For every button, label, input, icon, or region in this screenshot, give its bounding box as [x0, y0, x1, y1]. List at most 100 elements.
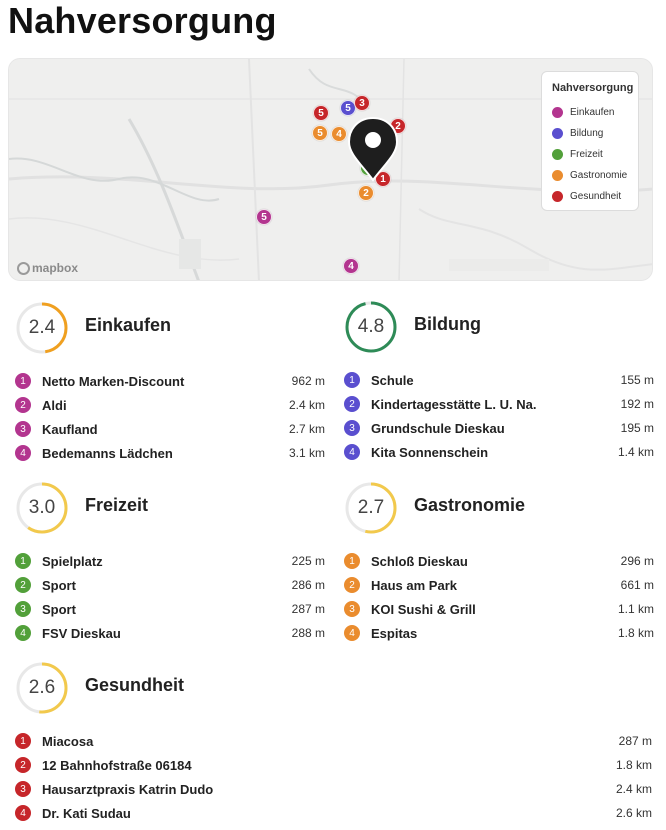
item-name: Sport [42, 601, 76, 617]
item-name: Schule [371, 372, 414, 388]
list-item[interactable]: 1 Schule 155 m [344, 368, 654, 392]
item-distance: 1.8 km [615, 758, 652, 772]
item-distance: 296 m [620, 554, 654, 568]
legend-item-gesundheit: Gesundheit [552, 186, 628, 207]
item-distance: 962 m [291, 374, 325, 388]
map-marker[interactable]: 4 [331, 126, 347, 142]
item-number: 3 [15, 421, 31, 437]
item-number: 4 [15, 445, 31, 461]
item-name: Schloß Dieskau [371, 553, 468, 569]
item-distance: 288 m [291, 626, 325, 640]
list-item[interactable]: 1 Spielplatz 225 m [15, 549, 325, 573]
section-freizeit: 3.0 Freizeit 1 Spielplatz 225 m 2 Sport 286 … [15, 481, 325, 641]
legend-dot [552, 191, 563, 202]
item-distance: 225 m [291, 554, 325, 568]
list-item[interactable]: 4 FSV Dieskau 288 m [15, 621, 325, 645]
section-header: 4.8 Bildung [344, 300, 654, 356]
score-gauge [16, 482, 68, 534]
score-value: 2.7 [357, 497, 385, 518]
legend-label: Bildung [570, 128, 604, 139]
item-distance: 2.4 km [288, 398, 325, 412]
section-header: 2.7 Gastronomie [344, 481, 654, 537]
item-name: KOI Sushi & Grill [371, 601, 476, 617]
item-number: 3 [344, 601, 360, 617]
item-number: 2 [344, 396, 360, 412]
section-gastronomie: 2.7 Gastronomie 1 Schloß Dieskau 296 m 2 Ha… [344, 481, 654, 641]
mapbox-logo[interactable]: mapbox [17, 261, 78, 275]
list-item[interactable]: 2 Haus am Park 661 m [344, 573, 654, 597]
section-gesundheit: 2.6 Gesundheit 1 Miacosa 287 m 2 12 Bahnhof… [15, 661, 652, 821]
item-name: 12 Bahnhofstraße 06184 [42, 757, 192, 773]
map-marker[interactable]: 3 [354, 95, 370, 111]
list-item[interactable]: 3 KOI Sushi & Grill 1.1 km [344, 597, 654, 621]
section-title: Freizeit [85, 495, 149, 515]
section-title: Bildung [414, 314, 481, 334]
score-value: 3.0 [28, 497, 56, 518]
list-item[interactable]: 1 Netto Marken-Discount 962 m [15, 369, 325, 393]
map-marker[interactable]: 2 [358, 185, 374, 201]
list-item[interactable]: 2 Aldi 2.4 km [15, 393, 325, 417]
item-distance: 155 m [620, 373, 654, 387]
item-name: Netto Marken-Discount [42, 373, 185, 389]
legend-label: Freizeit [570, 149, 603, 160]
list-item[interactable]: 2 12 Bahnhofstraße 06184 1.8 km [15, 753, 652, 777]
list-item[interactable]: 3 Grundschule Dieskau 195 m [344, 416, 654, 440]
item-list: 1 Miacosa 287 m 2 12 Bahnhofstraße 06184 1.8… [15, 729, 652, 825]
map-legend: Nahversorgung Einkaufen Bildung Freizeit… [541, 71, 639, 211]
section-header: 2.4 Einkaufen [15, 301, 325, 357]
item-list: 1 Schloß Dieskau 296 m 2 Haus am Park 661 m … [344, 549, 654, 645]
score-gauge [16, 302, 68, 354]
legend-item-freizeit: Freizeit [552, 144, 628, 165]
item-number: 2 [344, 577, 360, 593]
section-header: 3.0 Freizeit [15, 481, 325, 537]
item-name: Sport [42, 577, 76, 593]
item-list: 1 Netto Marken-Discount 962 m 2 Aldi 2.4 km … [15, 369, 325, 465]
item-distance: 1.8 km [617, 626, 654, 640]
legend-label: Einkaufen [570, 107, 615, 118]
item-name: Espitas [371, 625, 418, 641]
item-number: 4 [344, 444, 360, 460]
item-name: Haus am Park [371, 577, 457, 593]
list-item[interactable]: 3 Sport 287 m [15, 597, 325, 621]
score-value: 2.6 [28, 677, 56, 698]
map-marker[interactable]: 5 [313, 105, 329, 121]
item-number: 2 [15, 397, 31, 413]
list-item[interactable]: 3 Kaufland 2.7 km [15, 417, 325, 441]
item-name: Dr. Kati Sudau [42, 805, 131, 821]
section-einkaufen: 2.4 Einkaufen 1 Netto Marken-Discount 962 … [15, 301, 325, 461]
list-item[interactable]: 2 Sport 286 m [15, 573, 325, 597]
item-distance: 661 m [620, 578, 654, 592]
map-marker[interactable]: 5 [256, 209, 272, 225]
item-name: Spielplatz [42, 553, 103, 569]
list-item[interactable]: 4 Dr. Kati Sudau 2.6 km [15, 801, 652, 825]
item-distance: 2.6 km [615, 806, 652, 820]
legend-dot [552, 128, 563, 139]
list-item[interactable]: 4 Bedemanns Lädchen 3.1 km [15, 441, 325, 465]
location-pin-icon[interactable] [347, 116, 399, 182]
item-distance: 2.4 km [615, 782, 652, 796]
map-marker[interactable]: 4 [343, 258, 359, 274]
list-item[interactable]: 3 Hausarztpraxis Katrin Dudo 2.4 km [15, 777, 652, 801]
item-name: Miacosa [42, 733, 94, 749]
item-distance: 192 m [620, 397, 654, 411]
mapbox-icon [17, 261, 30, 275]
list-item[interactable]: 1 Schloß Dieskau 296 m [344, 549, 654, 573]
map-marker[interactable]: 5 [312, 125, 328, 141]
item-distance: 195 m [620, 421, 654, 435]
score-gauge [345, 482, 397, 534]
list-item[interactable]: 4 Kita Sonnenschein 1.4 km [344, 440, 654, 464]
list-item[interactable]: 1 Miacosa 287 m [15, 729, 652, 753]
item-name: FSV Dieskau [42, 625, 121, 641]
list-item[interactable]: 4 Espitas 1.8 km [344, 621, 654, 645]
legend-dot [552, 170, 563, 181]
item-distance: 1.4 km [617, 445, 654, 459]
item-distance: 286 m [291, 578, 325, 592]
item-number: 4 [15, 805, 31, 821]
item-number: 1 [15, 373, 31, 389]
item-number: 2 [15, 577, 31, 593]
map[interactable]: 5 5 3 2 5 4 4 1 2 5 4 mapbox Nahversorgu… [8, 58, 653, 281]
item-number: 1 [15, 553, 31, 569]
item-number: 1 [15, 733, 31, 749]
list-item[interactable]: 2 Kindertagesstätte L. U. Na. 192 m [344, 392, 654, 416]
map-marker[interactable]: 1 [375, 171, 391, 187]
